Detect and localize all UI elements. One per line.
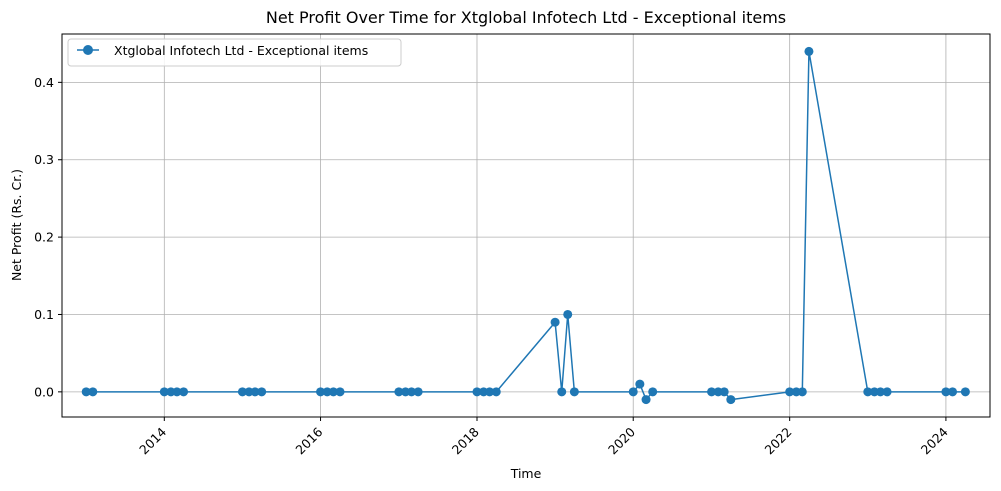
data-point <box>394 387 404 397</box>
y-axis-label: Net Profit (Rs. Cr.) <box>9 169 24 281</box>
data-point <box>941 387 951 397</box>
chart-title: Net Profit Over Time for Xtglobal Infote… <box>266 8 786 27</box>
y-tick-label: 0.0 <box>34 384 54 399</box>
y-tick-label: 0.2 <box>34 230 54 245</box>
data-point <box>172 387 182 397</box>
data-point <box>88 387 98 397</box>
y-axis-ticks: 0.0 0.1 0.2 0.3 0.4 <box>34 75 62 399</box>
data-point <box>563 309 573 319</box>
data-point <box>322 387 332 397</box>
x-axis-label: Time <box>510 466 542 481</box>
data-point <box>237 387 247 397</box>
data-point <box>863 387 873 397</box>
data-point <box>635 379 645 389</box>
data-point <box>641 395 651 405</box>
data-point <box>875 387 885 397</box>
data-point <box>328 387 338 397</box>
data-point <box>550 317 560 327</box>
data-point <box>797 387 807 397</box>
data-point <box>159 387 169 397</box>
data-point <box>257 387 267 397</box>
y-tick-label: 0.3 <box>34 152 54 167</box>
legend-marker <box>83 45 93 55</box>
data-point <box>81 387 91 397</box>
plot-area-frame <box>61 33 991 418</box>
data-point <box>719 387 729 397</box>
data-point <box>948 387 958 397</box>
series-layer <box>81 46 970 405</box>
data-point <box>179 387 189 397</box>
data-point <box>804 46 814 56</box>
grid-lines <box>62 34 990 417</box>
data-point <box>406 387 416 397</box>
data-point <box>250 387 260 397</box>
y-tick-label: 0.4 <box>34 75 54 90</box>
data-point <box>960 387 970 397</box>
data-point <box>491 387 501 397</box>
legend-box <box>67 38 402 67</box>
data-point <box>648 387 658 397</box>
data-point <box>882 387 892 397</box>
data-point <box>628 387 638 397</box>
legend: Xtglobal Infotech Ltd - Exceptional item… <box>67 38 402 67</box>
data-point <box>472 387 482 397</box>
data-point <box>316 387 326 397</box>
data-point <box>557 387 567 397</box>
data-point <box>726 395 736 405</box>
data-point <box>569 387 579 397</box>
legend-label: Xtglobal Infotech Ltd - Exceptional item… <box>114 43 368 58</box>
y-tick-label: 0.1 <box>34 307 54 322</box>
data-point <box>335 387 345 397</box>
data-point <box>785 387 795 397</box>
data-point <box>485 387 495 397</box>
data-point <box>707 387 717 397</box>
data-point <box>413 387 423 397</box>
